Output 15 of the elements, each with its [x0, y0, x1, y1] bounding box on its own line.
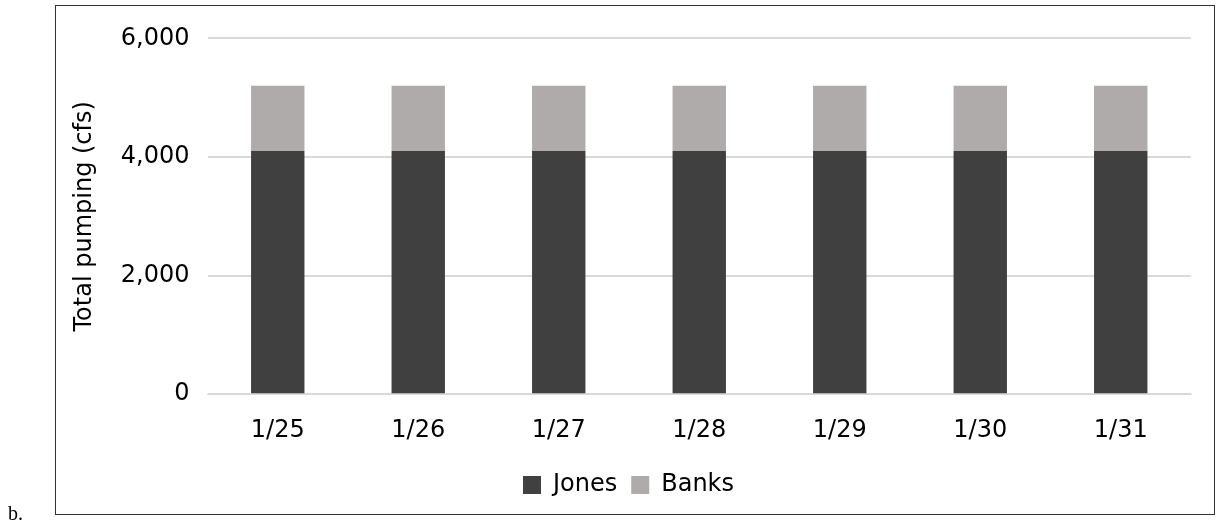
y-tick-label: 4,000: [120, 141, 190, 170]
x-tick-label: 1/27: [531, 414, 586, 443]
x-tick-label: 1/25: [250, 414, 305, 443]
x-tick-label: 1/28: [672, 414, 727, 443]
legend-label: Banks: [661, 469, 735, 498]
y-axis-title: Total pumping (cfs): [68, 101, 97, 333]
x-tick-label: 1/26: [391, 414, 446, 443]
legend-label: Jones: [550, 469, 618, 498]
y-tick-label: 2,000: [120, 259, 190, 288]
y-tick-label: 6,000: [120, 22, 190, 51]
x-tick-label: 1/31: [1093, 414, 1148, 443]
x-tick-label: 1/30: [953, 414, 1008, 443]
x-tick-label: 1/29: [812, 414, 867, 443]
y-tick-label: 0: [174, 378, 190, 407]
text: b.: [8, 502, 23, 525]
